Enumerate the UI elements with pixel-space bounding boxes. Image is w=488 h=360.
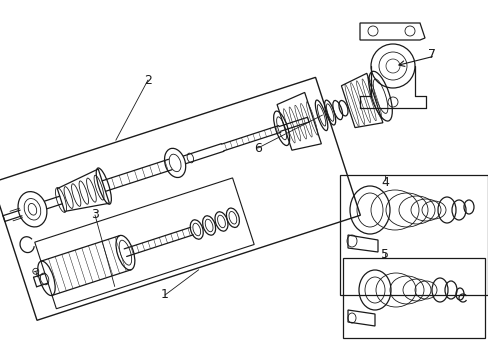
Polygon shape bbox=[359, 23, 424, 40]
Text: 5: 5 bbox=[380, 248, 388, 261]
Polygon shape bbox=[341, 73, 382, 127]
Bar bbox=[339, 175, 487, 295]
Text: 6: 6 bbox=[254, 141, 262, 154]
Text: 2: 2 bbox=[144, 73, 152, 86]
Text: 3: 3 bbox=[91, 208, 99, 221]
Polygon shape bbox=[277, 93, 321, 150]
Polygon shape bbox=[347, 310, 374, 326]
Polygon shape bbox=[57, 169, 109, 211]
Text: 4: 4 bbox=[380, 175, 388, 189]
Polygon shape bbox=[347, 235, 377, 252]
Text: 1: 1 bbox=[161, 288, 168, 302]
Bar bbox=[342, 258, 484, 338]
Text: 7: 7 bbox=[427, 49, 435, 62]
